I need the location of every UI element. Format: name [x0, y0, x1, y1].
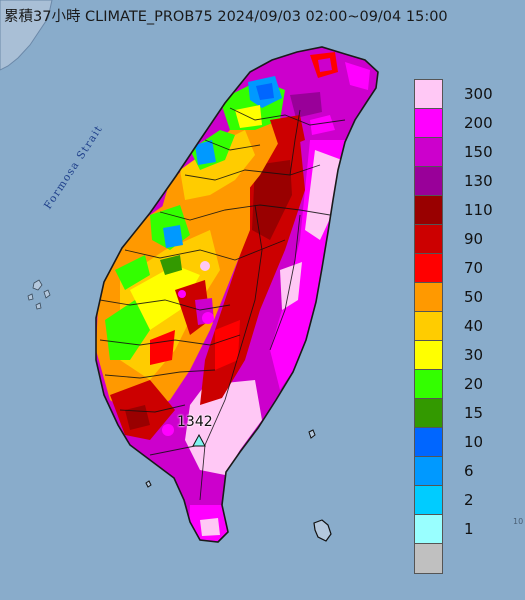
legend-label: 2	[464, 490, 474, 509]
legend-label: 150	[464, 142, 493, 161]
legend-swatch	[414, 253, 443, 284]
legend-label: 70	[464, 258, 484, 277]
legend-swatch	[414, 514, 443, 545]
map-title: 累積37小時 CLIMATE_PROB75 2024/09/03 02:00~0…	[4, 9, 448, 25]
legend-swatch	[414, 108, 443, 139]
legend-label: 20	[464, 374, 484, 393]
legend-swatch	[414, 456, 443, 487]
rainfall-legend: 300 200 150 130 110 90 70 50 40 30 20 15 10 6 2 1	[414, 79, 516, 574]
legend-label: 15	[464, 403, 484, 422]
legend-swatch	[414, 427, 443, 458]
legend-label: 300	[464, 84, 493, 103]
legend-label: 130	[464, 171, 493, 190]
legend-label: 40	[464, 316, 484, 335]
taiwan-outline	[95, 46, 379, 543]
legend-swatch	[414, 398, 443, 429]
peak-value-label: 1342	[177, 414, 213, 430]
legend-swatch	[414, 224, 443, 255]
legend-label: 110	[464, 200, 493, 219]
legend-swatch	[414, 369, 443, 400]
triangle-marker-icon	[192, 434, 206, 447]
legend-label: 6	[464, 461, 474, 480]
legend-label: 1	[464, 519, 474, 538]
green-island	[308, 429, 316, 439]
legend-label: 200	[464, 113, 493, 132]
mainland-coast	[0, 0, 53, 71]
edge-mark: 10	[513, 517, 523, 526]
liuqiu-island	[145, 480, 152, 488]
penghu-islands	[27, 279, 51, 310]
legend-label: 10	[464, 432, 484, 451]
legend-swatch	[414, 137, 443, 168]
legend-swatch	[414, 282, 443, 313]
legend-label: 30	[464, 345, 484, 364]
legend-swatch	[414, 340, 443, 371]
orchid-island	[313, 519, 332, 542]
legend-label: 50	[464, 287, 484, 306]
legend-swatch	[414, 311, 443, 342]
legend-swatch	[414, 543, 443, 574]
legend-label: 90	[464, 229, 484, 248]
legend-swatch	[414, 485, 443, 516]
legend-swatch	[414, 166, 443, 197]
legend-swatch	[414, 79, 443, 110]
legend-swatch	[414, 195, 443, 226]
